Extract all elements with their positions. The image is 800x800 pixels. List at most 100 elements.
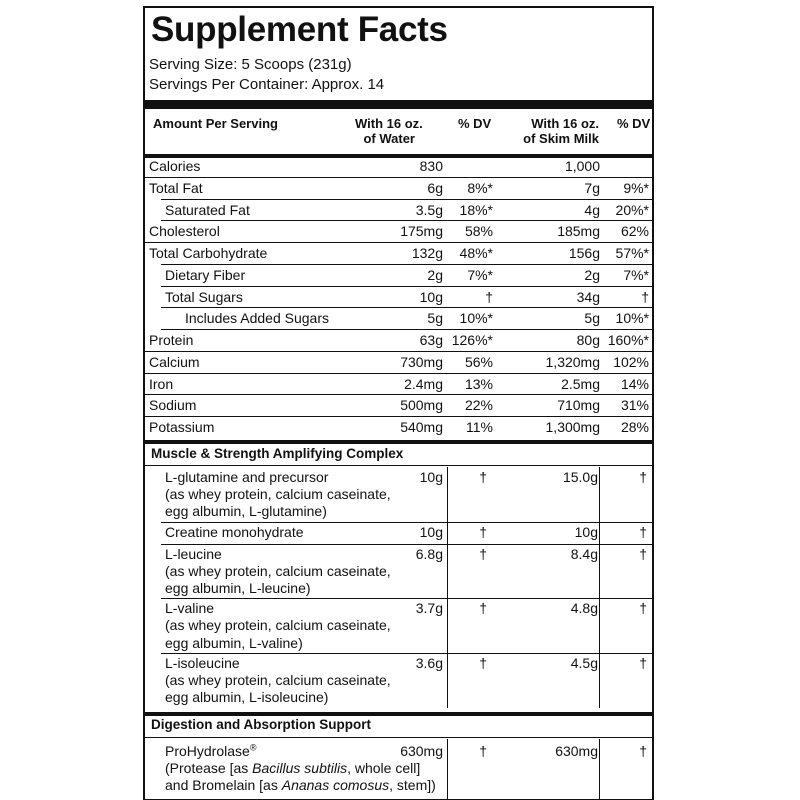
ingredient-row: L-isoleucine (as whey protein, calcium ca… — [145, 655, 652, 710]
water-dv: 18%* — [459, 201, 493, 218]
water-dv: 8%* — [467, 179, 493, 196]
milk-dv: 14% — [620, 375, 649, 392]
water-amount: 63g — [419, 332, 443, 348]
nutrient-row: Saturated Fat 3.5g 18%* 4g 20%* — [145, 202, 652, 224]
ingredient-row: L-valine (as whey protein, calcium casein… — [145, 600, 652, 655]
row-divider — [161, 329, 652, 330]
nutrient-name: Total Sugars — [165, 288, 243, 305]
servings-per-container: Servings Per Container: Approx. 14 — [149, 76, 385, 93]
thick-divider — [145, 100, 652, 109]
milk-amount: 4.8g — [570, 600, 598, 617]
water-dv: † — [479, 600, 487, 617]
header-milk: With 16 oz. of Skim Milk — [523, 116, 599, 146]
milk-dv: 31% — [620, 397, 649, 414]
row-divider — [145, 242, 652, 243]
ingredient-name: L-leucine — [165, 545, 222, 562]
row-divider — [161, 653, 652, 654]
nutrient-row: Protein 63g 126%* 80g 160%* — [145, 332, 652, 354]
header-water: With 16 oz. of Water — [355, 116, 423, 146]
milk-dv: † — [639, 523, 647, 540]
milk-dv: 20%* — [615, 201, 649, 218]
water-dv: † — [479, 654, 487, 671]
milk-dv: 160%* — [607, 332, 649, 348]
milk-dv: 10%* — [615, 310, 649, 327]
ingredient-name: ProHydrolase® — [165, 742, 257, 759]
water-amount: 830 — [419, 158, 443, 174]
header-amount-per-serving: Amount Per Serving — [153, 116, 278, 131]
nutrient-row: Cholesterol 175mg 58% 185mg 62% — [145, 223, 652, 245]
row-divider — [145, 177, 652, 178]
milk-dv: 62% — [620, 223, 649, 240]
ingredient-detail: egg albumin, L-valine) — [165, 634, 303, 651]
water-amount: 2g — [427, 266, 443, 283]
column-divider — [599, 467, 600, 523]
nutrient-row: Sodium 500mg 22% 710mg 31% — [145, 397, 652, 419]
row-divider — [161, 286, 652, 287]
section-title-divider — [145, 465, 652, 466]
milk-amount: 185mg — [557, 223, 600, 240]
milk-amount: 1,300mg — [545, 419, 600, 435]
nutrient-name: Includes Added Sugars — [185, 310, 329, 327]
milk-dv: † — [639, 600, 647, 617]
water-amount: 2.4mg — [404, 375, 443, 392]
nutrient-name: Protein — [149, 332, 194, 348]
water-dv: † — [479, 523, 487, 540]
ingredient-name: L-valine — [165, 600, 215, 617]
milk-amount: 7g — [584, 179, 600, 196]
milk-amount: 1,320mg — [545, 353, 600, 370]
milk-amount: 630mg — [555, 743, 598, 759]
ingredient-name: Creatine monohydrate — [165, 523, 304, 540]
section-title: Digestion and Absorption Support — [151, 717, 371, 732]
nutrient-name: Calcium — [149, 353, 200, 370]
water-amount: 730mg — [400, 353, 443, 370]
serving-size: Serving Size: 5 Scoops (231g) — [149, 56, 352, 73]
milk-dv: † — [639, 469, 647, 485]
row-divider — [161, 522, 652, 523]
nutrient-row: Total Sugars 10g † 34g † — [145, 289, 652, 311]
row-divider — [145, 394, 652, 395]
milk-amount: 2.5mg — [561, 375, 600, 392]
milk-amount: 15.0g — [562, 469, 598, 485]
registered-mark: ® — [249, 742, 257, 753]
column-divider — [447, 739, 448, 799]
ingredient-detail: (as whey protein, calcium caseinate, — [165, 486, 391, 503]
water-amount: 3.5g — [415, 201, 443, 218]
row-divider — [161, 544, 652, 545]
section-title: Muscle & Strength Amplifying Complex — [151, 446, 404, 461]
water-dv: † — [479, 545, 487, 562]
ingredient-detail: (as whey protein, calcium caseinate, — [165, 617, 391, 634]
water-dv: 56% — [464, 353, 493, 370]
nutrient-row: Total Fat 6g 8%* 7g 9%* — [145, 180, 652, 202]
header-divider — [145, 154, 652, 158]
water-amount: 10g — [419, 523, 443, 540]
water-dv: † — [479, 743, 487, 759]
water-dv: † — [479, 469, 487, 485]
milk-amount: 710mg — [557, 397, 600, 414]
milk-amount: 10g — [574, 523, 598, 540]
nutrient-name: Iron — [149, 375, 174, 392]
water-amount: 6g — [427, 179, 443, 196]
column-divider — [599, 521, 600, 545]
water-amount: 540mg — [400, 419, 443, 435]
nutrient-row: Includes Added Sugars 5g 10%* 5g 10%* — [145, 310, 652, 332]
water-dv: 7%* — [467, 266, 493, 283]
column-divider — [599, 543, 600, 600]
column-divider — [447, 521, 448, 545]
nutrient-row: Calcium 730mg 56% 1,320mg 102% — [145, 354, 652, 376]
ingredient-detail: (Protease [as Bacillus subtilis, whole c… — [165, 760, 421, 777]
nutrient-row: Total Carbohydrate 132g 48%* 156g 57%* — [145, 245, 652, 267]
milk-dv: 28% — [620, 419, 649, 435]
nutrient-name: Total Carbohydrate — [149, 245, 268, 261]
water-dv: 13% — [464, 375, 493, 392]
ingredient-row: ProHydrolase® (Protease [as Bacillus subt… — [145, 743, 652, 797]
row-divider — [161, 199, 652, 200]
header-dv-milk: % DV — [617, 116, 651, 131]
row-divider — [145, 416, 652, 417]
ingredient-detail: egg albumin, L-isoleucine) — [165, 689, 329, 706]
nutrient-name: Total Fat — [149, 179, 203, 196]
milk-dv: 102% — [613, 353, 649, 370]
water-amount: 3.7g — [415, 600, 443, 617]
nutrient-name: Cholesterol — [149, 223, 220, 240]
water-amount: 175mg — [400, 223, 443, 240]
milk-amount: 2g — [584, 266, 600, 283]
